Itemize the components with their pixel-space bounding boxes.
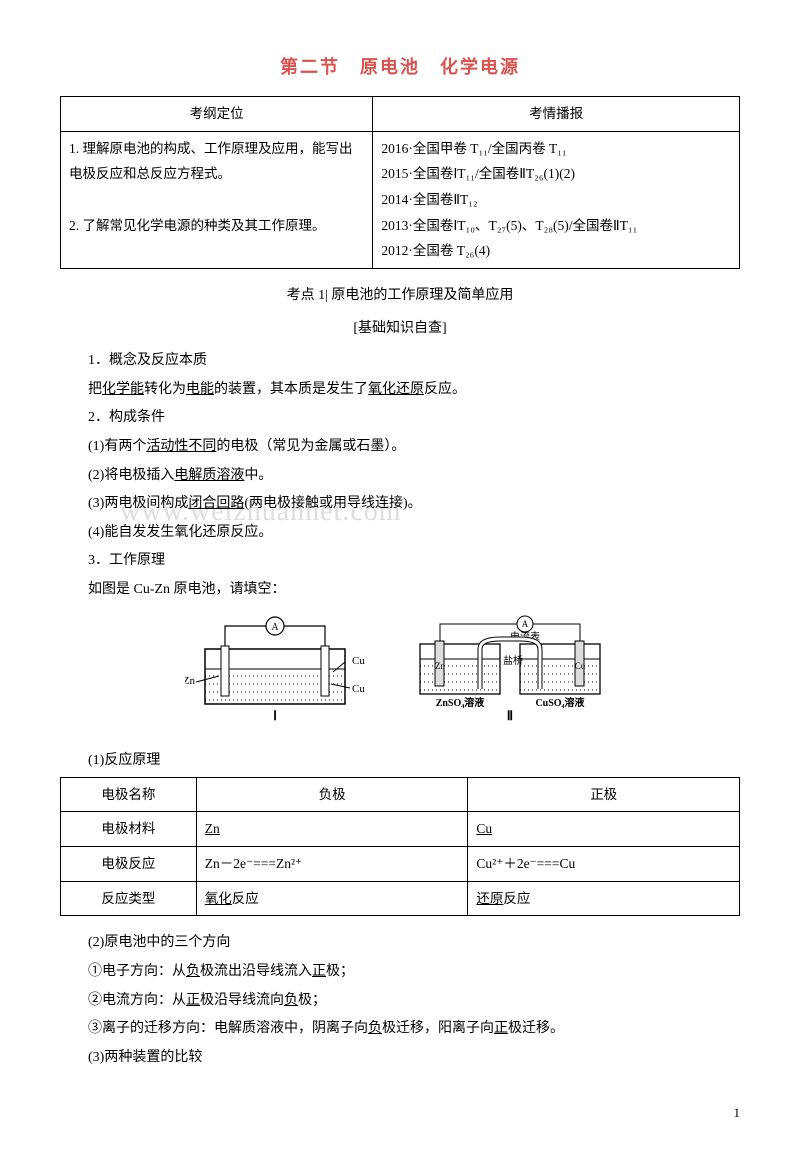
t3h0: 电极名称 <box>61 777 197 812</box>
exam-line: 2015·全国卷ⅠT₁₁/全国卷ⅡT₂₆(1)(2) <box>381 161 731 187</box>
svg-text:CuSO₄溶液: CuSO₄溶液 <box>352 653 365 667</box>
principle-num: 3．工作原理 <box>60 548 740 575</box>
t3r3c2: 还原反应 <box>468 881 740 916</box>
cond-3: (3)两电极间构成闭合回路(两电极接触或用导线连接)。 <box>60 491 740 518</box>
svg-text:Zn: Zn <box>435 661 445 671</box>
cond-num: 2．构成条件 <box>60 405 740 432</box>
svg-text:Cu: Cu <box>575 661 586 671</box>
svg-text:CuSO₄溶液: CuSO₄溶液 <box>535 696 584 709</box>
cond-1: (1)有两个活动性不同的电极（常见为金属或石墨）。 <box>60 434 740 461</box>
cell-diagram-2-svg: A 电流表 Zn Cu 盐桥 ZnSO₄溶液 CuSO₄溶液 Ⅱ <box>405 614 615 724</box>
t3r1c0: 电极材料 <box>61 812 197 847</box>
t3h2: 正极 <box>468 777 740 812</box>
svg-text:A: A <box>271 622 279 633</box>
svg-text:Ⅱ: Ⅱ <box>507 708 513 723</box>
svg-text:Zn: Zn <box>185 675 195 687</box>
diagram-1: A Zn CuSO₄溶液 Cu Ⅰ <box>185 614 365 735</box>
t3r3c0: 反应类型 <box>61 881 197 916</box>
exam-line: 2014·全国卷ⅡT₁₂ <box>381 187 731 213</box>
t3r3c1: 氧化反应 <box>196 881 468 916</box>
concept-num: 1．概念及反应本质 <box>60 348 740 375</box>
principle-text: 如图是 Cu-Zn 原电池，请填空： <box>60 577 740 604</box>
concept-text: 把化学能转化为电能的装置，其本质是发生了氧化还原反应。 <box>60 377 740 404</box>
reaction-heading: (1)反应原理 <box>60 748 740 775</box>
exam-line: 2016·全国甲卷 T₁₁/全国丙卷 T₁₁ <box>381 136 731 162</box>
svg-text:Cu: Cu <box>352 683 365 695</box>
compare-heading: (3)两种装置的比较 <box>60 1045 740 1072</box>
dir-heading: (2)原电池中的三个方向 <box>60 930 740 957</box>
t3r2c2: Cu²⁺＋2e⁻===Cu <box>468 847 740 882</box>
col-header-1: 考纲定位 <box>61 97 373 132</box>
svg-text:ZnSO₄溶液: ZnSO₄溶液 <box>436 696 485 709</box>
page-title: 第二节 原电池 化学电源 <box>60 50 740 84</box>
electrode-table: 电极名称 负极 正极 电极材料 Zn Cu 电极反应 Zn－2e⁻===Zn²⁺… <box>60 777 740 917</box>
t3h1: 负极 <box>196 777 468 812</box>
t3r1c1: Zn <box>196 812 468 847</box>
syllabus-left: 1. 理解原电池的构成、工作原理及应用，能写出电极反应和总反应方程式。 2. 了… <box>61 131 373 268</box>
dir-2: ②电流方向：从正极沿导线流向负极； <box>60 988 740 1015</box>
exam-line: 2013·全国卷ⅠT₁₀、T₂₇(5)、T₂₈(5)/全国卷ⅡT₁₁ <box>381 213 731 239</box>
t3r2c0: 电极反应 <box>61 847 197 882</box>
jichu-heading: [基础知识自查] <box>60 316 740 343</box>
svg-text:A: A <box>522 619 529 629</box>
dir-1: ①电子方向：从负极流出沿导线流入正极； <box>60 959 740 986</box>
kaodian-heading: 考点 1| 原电池的工作原理及简单应用 <box>60 283 740 310</box>
diagram-row: A Zn CuSO₄溶液 Cu Ⅰ A 电流表 <box>60 614 740 735</box>
t3r1c2: Cu <box>468 812 740 847</box>
t3r2c1: Zn－2e⁻===Zn²⁺ <box>196 847 468 882</box>
svg-text:Ⅰ: Ⅰ <box>273 708 277 723</box>
syllabus-table: 考纲定位 考情播报 1. 理解原电池的构成、工作原理及应用，能写出电极反应和总反… <box>60 96 740 269</box>
dir-3: ③离子的迁移方向：电解质溶液中，阴离子向负极迁移，阳离子向正极迁移。 <box>60 1016 740 1043</box>
diagram-2: A 电流表 Zn Cu 盐桥 ZnSO₄溶液 CuSO₄溶液 Ⅱ <box>405 614 615 735</box>
exam-line: 2012·全国卷 T₂₆(4) <box>381 238 731 264</box>
svg-text:盐桥: 盐桥 <box>503 654 523 667</box>
syllabus-right: 2016·全国甲卷 T₁₁/全国丙卷 T₁₁ 2015·全国卷ⅠT₁₁/全国卷Ⅱ… <box>373 131 740 268</box>
col-header-2: 考情播报 <box>373 97 740 132</box>
page-number: 1 <box>60 1101 740 1126</box>
cell-diagram-1-svg: A Zn CuSO₄溶液 Cu Ⅰ <box>185 614 365 724</box>
